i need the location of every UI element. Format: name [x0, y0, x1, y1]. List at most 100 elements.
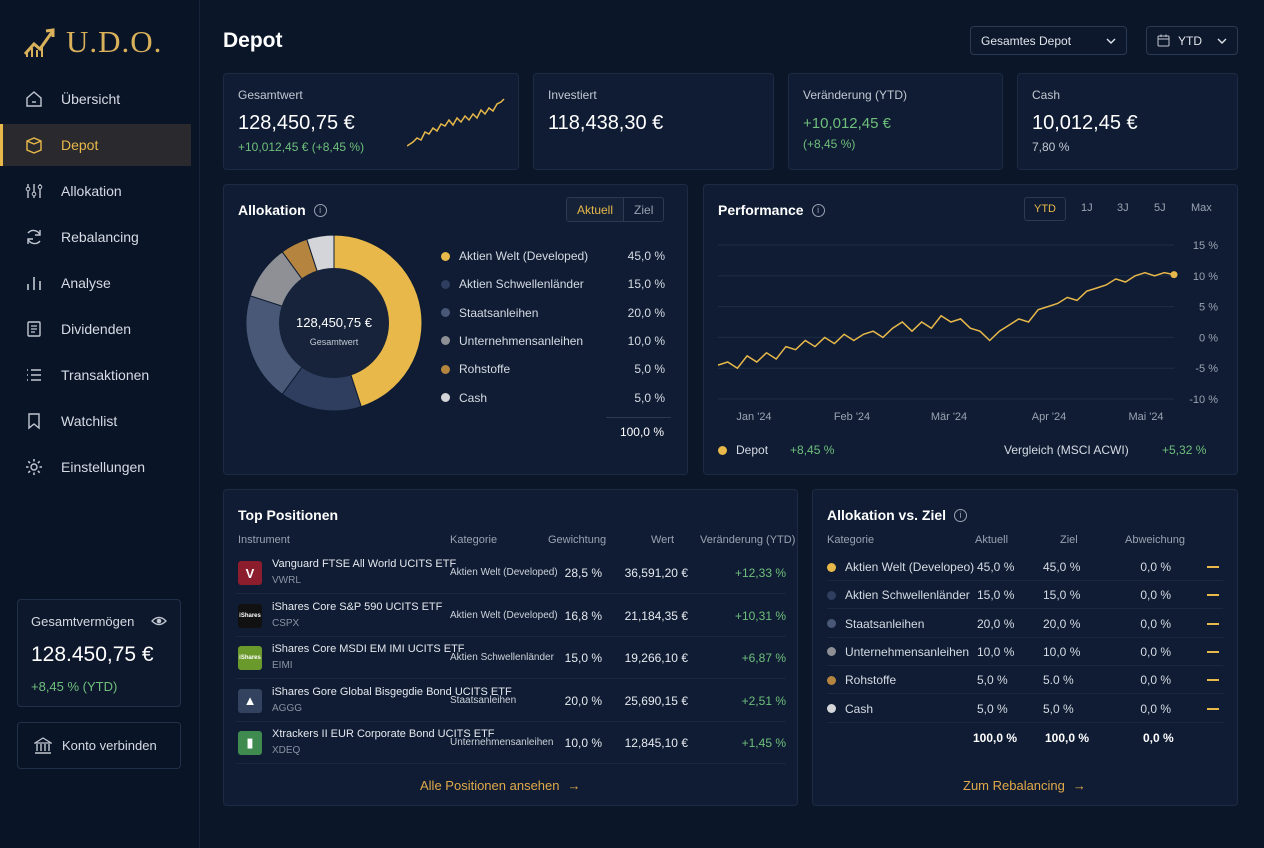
allocation-legend-item: Aktien Schwellenländer 15,0 %	[441, 277, 665, 291]
y-tick-label: 0 %	[1199, 332, 1218, 344]
avt-col-diff: Abweichung	[1125, 534, 1185, 546]
rebalancing-link[interactable]: Zum Rebalancing →	[963, 778, 1086, 793]
tab-target[interactable]: Ziel	[634, 202, 654, 217]
nav-item-watchlist[interactable]: Watchlist	[0, 400, 200, 442]
nav-item-allokation[interactable]: Allokation	[0, 170, 200, 212]
position-value: 25,690,15 €	[624, 693, 688, 708]
avt-diff: 0,0 %	[1140, 616, 1171, 631]
invested-value: 118,438,30 €	[548, 112, 664, 134]
deviation-bar	[1207, 650, 1219, 653]
position-ticker: VWRL	[272, 575, 301, 586]
category-dot	[827, 562, 836, 572]
avt-target: 10,0 %	[1043, 644, 1081, 659]
total-value: 128,450,75 €	[238, 112, 355, 134]
table-row[interactable]: V Vanguard FTSE All World UCITS ETF VWRL Ak…	[236, 552, 786, 594]
nav-item-analyse[interactable]: Analyse	[0, 262, 200, 304]
table-row[interactable]: ▮ Xtrackers II EUR Corporate Bond UCITS E…	[236, 722, 786, 764]
allocation-icon	[25, 184, 43, 198]
legend-dot	[441, 251, 450, 261]
avt-category: Aktien Welt (Developeo)	[845, 560, 975, 574]
col-value: Wert	[651, 534, 675, 546]
legend-compare-value: +5,32 %	[1162, 443, 1207, 457]
position-name: iShares Core MSDI EM IMI UCITS ETF	[272, 643, 465, 655]
avt-current: 20,0 %	[977, 616, 1015, 631]
nav-label: Transaktionen	[61, 367, 150, 383]
x-tick-label: Mär '24	[931, 411, 967, 423]
nav-item-rebalancing[interactable]: Rebalancing	[0, 216, 200, 258]
total-wealth-card: Gesamtvermögen 128.450,75 € +8,45 % (YTD…	[17, 599, 181, 707]
position-category: Aktien Schwellenländer	[450, 652, 554, 663]
avt-row: Aktien Schwellenländer 15,0 % 15,0 % 0,0 %	[827, 581, 1223, 610]
deviation-bar	[1207, 594, 1219, 597]
table-row[interactable]: iShares iShares Core MSDI EM IMI UCITS ET…	[236, 637, 786, 679]
allocation-legend-item: Cash 5,0 %	[441, 391, 665, 405]
tab-current[interactable]: Aktuell	[567, 198, 625, 221]
allocation-vs-target-panel: Allokation vs. Ziel i Kategorie Aktuell …	[812, 489, 1238, 806]
period-select[interactable]: YTD	[1146, 26, 1238, 55]
category-dot	[827, 704, 836, 713]
avt-diff: 0,0 %	[1140, 673, 1171, 688]
performance-chart: 15 % 10 % 5 % 0 % -5 % -10 % Jan '24 Feb '24 Mär…	[717, 240, 1218, 423]
info-icon[interactable]: i	[313, 203, 327, 217]
position-ticker: AGGG	[272, 702, 303, 714]
connect-account-button[interactable]: Konto verbinden	[17, 722, 181, 769]
legend-dot	[441, 393, 450, 402]
perf-tab-1y[interactable]: 1J	[1081, 202, 1093, 214]
list-icon	[27, 369, 41, 381]
avt-col-target: Ziel	[1060, 534, 1078, 546]
category-dot	[827, 619, 836, 629]
period-select-value: YTD	[1178, 33, 1202, 48]
nav-item-einstellungen[interactable]: Einstellungen	[0, 446, 200, 488]
position-name: Xtrackers II EUR Corporate Bond UCITS ET…	[272, 728, 495, 740]
avt-current: 45,0 %	[977, 560, 1015, 574]
avt-row: Aktien Welt (Developeo) 45,0 % 45,0 % 0,0 %	[827, 553, 1223, 581]
allocation-toggle: Aktuell Ziel	[566, 197, 665, 222]
nav-item-dividenden[interactable]: Dividenden	[0, 308, 200, 350]
avt-total-target: 100,0 %	[1045, 731, 1090, 745]
eye-icon[interactable]	[151, 615, 167, 627]
legend-pct: 5,0 %	[634, 362, 665, 377]
allocation-legend-item: Aktien Welt (Developed) 45,0 %	[441, 249, 665, 263]
donut-center-label: Gesamtwert	[310, 337, 359, 347]
legend-compare: Vergleich (MSCI ACWI)	[1004, 443, 1129, 457]
fund-logo: ▲	[238, 688, 262, 713]
avt-title-text: Allokation vs. Ziel	[827, 507, 947, 523]
avt-row: Unternehmensanleihen 10,0 % 10,0 % 0,0 %	[827, 638, 1223, 666]
allocation-panel: Allokation i Aktuell Ziel 128,450,75 € G…	[223, 184, 688, 475]
all-positions-link[interactable]: Alle Positionen ansehen →	[420, 778, 581, 793]
avt-target: 20,0 %	[1043, 616, 1081, 631]
avt-total-current: 100,0 %	[973, 731, 1018, 745]
deviation-bar	[1207, 622, 1219, 625]
category-dot	[827, 675, 836, 685]
avt-diff: 0,0 %	[1140, 701, 1171, 716]
perf-tab-ytd[interactable]: YTD	[1024, 197, 1066, 221]
depot-select[interactable]: Gesamtes Depot	[970, 26, 1127, 55]
avt-current: 15,0 %	[977, 588, 1015, 603]
connect-label: Konto verbinden	[62, 738, 157, 753]
position-change: +12,33 %	[734, 566, 786, 580]
nav-label: Übersicht	[61, 91, 121, 107]
perf-tab-max[interactable]: Max	[1191, 202, 1212, 214]
invested-label: Investiert	[548, 88, 597, 102]
legend-label: Aktien Welt (Developed)	[459, 249, 589, 263]
gear-icon	[26, 459, 42, 475]
wealth-change: +8,45 % (YTD)	[31, 679, 118, 694]
nav-item-depot[interactable]: Depot	[0, 124, 191, 166]
nav-item-übersicht[interactable]: Übersicht	[0, 78, 200, 120]
perf-tab-3y[interactable]: 3J	[1117, 202, 1129, 214]
performance-title-text: Performance	[718, 202, 804, 218]
brand-logo[interactable]: U.D.O.	[22, 24, 162, 60]
perf-tab-5y[interactable]: 5J	[1154, 202, 1166, 214]
nav-label: Depot	[61, 137, 99, 153]
legend-depot-value: +8,45 %	[790, 443, 835, 457]
info-icon[interactable]: i	[811, 203, 825, 217]
x-tick-label: Mai '24	[1128, 411, 1163, 423]
nav-item-transaktionen[interactable]: Transaktionen	[0, 354, 200, 396]
top-positions-panel: Top Positionen Instrument Kategorie Gewi…	[223, 489, 798, 806]
legend-pct: 20,0 %	[627, 305, 665, 320]
bank-icon	[34, 736, 52, 754]
table-row[interactable]: iShares iShares Core S&P 590 UCITS ETF CSP…	[236, 595, 786, 637]
info-icon[interactable]: i	[954, 508, 968, 522]
position-ticker: XDEQ	[272, 745, 301, 756]
table-row[interactable]: ▲ iShares Gore Global Bisgegdie Bond UCIT…	[236, 680, 786, 722]
